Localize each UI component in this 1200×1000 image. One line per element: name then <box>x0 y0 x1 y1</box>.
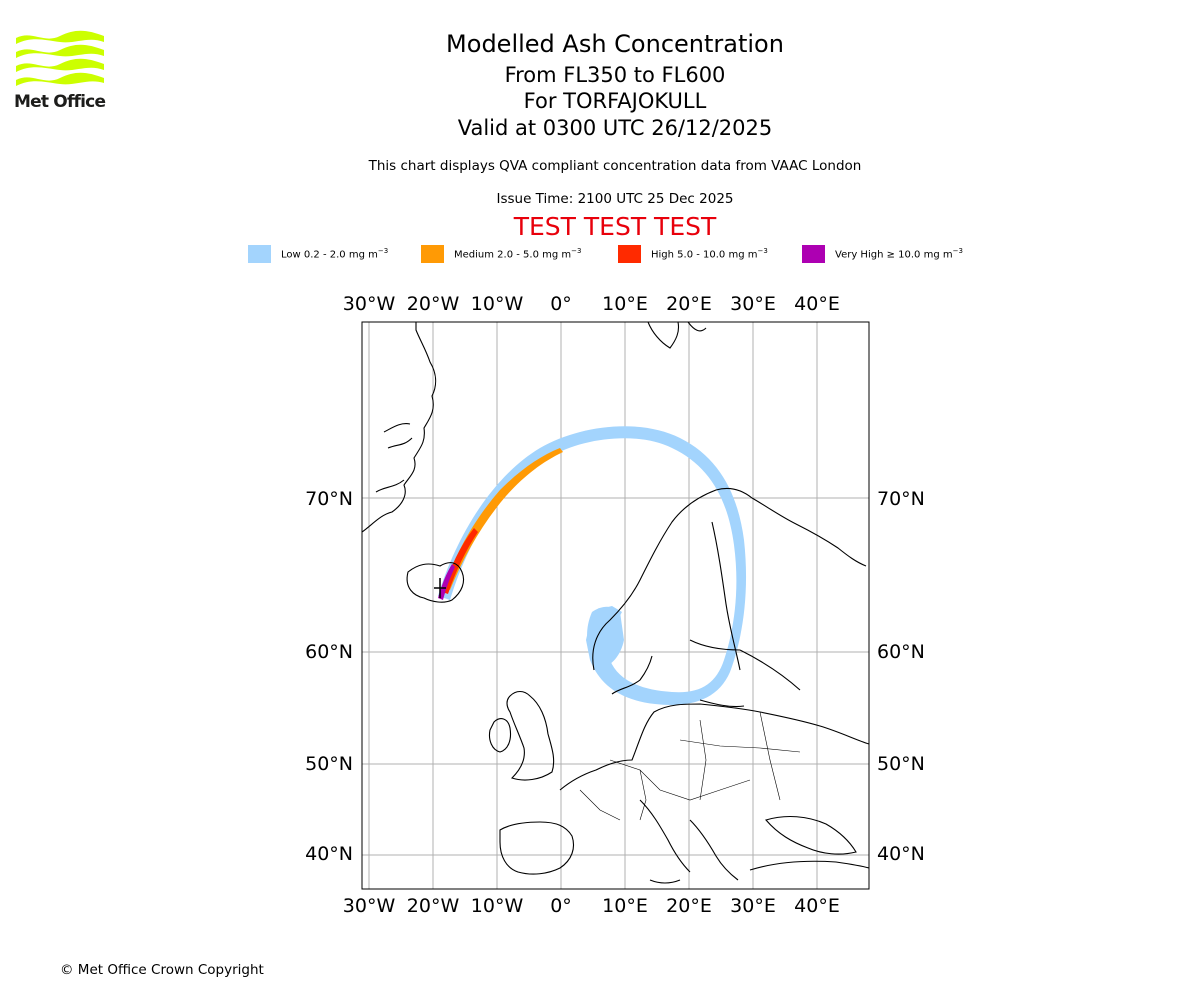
met-office-logo: Met Office <box>14 30 106 112</box>
legend-swatch-medium <box>421 245 444 263</box>
lat-label-right: 40°N <box>877 843 925 865</box>
chart-description: This chart displays QVA compliant concen… <box>368 158 862 174</box>
lon-label-bottom: 10°W <box>471 895 524 917</box>
issue-time: Issue Time: 2100 UTC 25 Dec 2025 <box>496 191 734 207</box>
lon-label-bottom: 20°E <box>666 895 712 917</box>
lon-label-top: 30°E <box>730 293 776 315</box>
ash-low-plume <box>438 426 747 705</box>
lat-label-left: 60°N <box>305 641 353 663</box>
flight-levels: From FL350 to FL600 <box>504 63 726 87</box>
ash-medium-band <box>444 448 563 590</box>
legend-item-very-high: Very High ≥ 10.0 mg m−3 <box>802 244 963 264</box>
chart-title: Modelled Ash Concentration <box>446 30 784 58</box>
legend-swatch-low <box>248 245 271 263</box>
gridlines <box>362 322 869 889</box>
lon-label-top: 40°E <box>794 293 840 315</box>
lon-label-bottom: 30°W <box>343 895 396 917</box>
lon-label-bottom: 40°E <box>794 895 840 917</box>
country-borders <box>579 711 801 821</box>
lon-label-bottom: 0° <box>550 895 572 917</box>
lon-label-bottom: 10°E <box>602 895 648 917</box>
legend-item-low: Low 0.2 - 2.0 mg m−3 <box>248 244 388 264</box>
copyright-text: © Met Office Crown Copyright <box>60 962 264 978</box>
coastlines <box>362 322 869 884</box>
legend-swatch-very-high <box>802 245 825 263</box>
ash-very-high-band <box>438 564 455 600</box>
volcano-name: For TORFAJOKULL <box>523 89 707 113</box>
lon-label-top: 0° <box>550 293 572 315</box>
map-frame <box>361 321 870 890</box>
lat-label-right: 60°N <box>877 641 925 663</box>
legend-label-very-high: Very High ≥ 10.0 mg m <box>835 249 953 261</box>
volcano-marker <box>434 578 446 598</box>
lon-label-top: 20°W <box>407 293 460 315</box>
lon-label-top: 10°W <box>471 293 524 315</box>
test-banner: TEST TEST TEST <box>513 212 717 241</box>
lon-label-top: 30°W <box>343 293 396 315</box>
lat-label-left: 40°N <box>305 843 353 865</box>
valid-time: Valid at 0300 UTC 26/12/2025 <box>457 116 773 140</box>
legend-label-medium: Medium 2.0 - 5.0 mg m <box>454 249 572 261</box>
lat-label-left: 70°N <box>305 488 353 510</box>
lat-label-right: 50°N <box>877 753 925 775</box>
ash-high-band <box>442 528 478 594</box>
lon-label-top: 20°E <box>666 293 712 315</box>
legend-label-low: Low 0.2 - 2.0 mg m <box>281 249 378 261</box>
logo-text: Met Office <box>14 92 106 112</box>
legend-swatch-high <box>618 245 641 263</box>
lon-label-top: 10°E <box>602 293 648 315</box>
lon-label-bottom: 20°W <box>407 895 460 917</box>
lat-label-left: 50°N <box>305 753 353 775</box>
met-office-waves-icon <box>16 30 104 86</box>
legend-label-high: High 5.0 - 10.0 mg m <box>651 249 758 261</box>
legend-item-high: High 5.0 - 10.0 mg m−3 <box>618 244 768 264</box>
lat-label-right: 70°N <box>877 488 925 510</box>
lon-label-bottom: 30°E <box>730 895 776 917</box>
legend-item-medium: Medium 2.0 - 5.0 mg m−3 <box>421 244 581 264</box>
